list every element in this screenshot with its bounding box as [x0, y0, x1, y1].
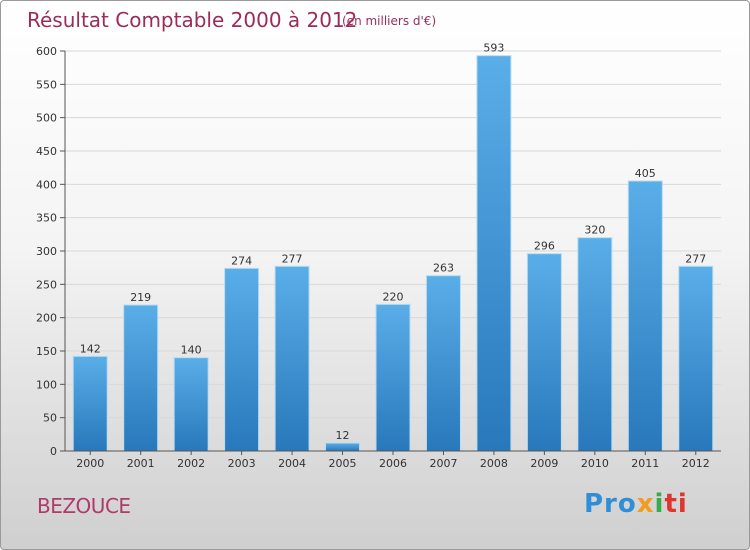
y-axis-ticks: 0 50 100 150 200 250 300 350 400 450 500 550 600	[36, 45, 65, 458]
y-tick-label: 250	[36, 278, 57, 291]
logo-part: Pro	[584, 489, 637, 519]
value-label-2004: 277	[282, 252, 303, 265]
value-label-2009: 296	[534, 240, 555, 253]
x-axis-ticks: 2000 2001 2002 2003 2004 2005 2006 2007 2008 2009…	[76, 451, 710, 470]
bar-2000	[72, 355, 108, 452]
bar-2004	[274, 265, 310, 452]
value-label-2010: 320	[584, 224, 605, 237]
y-tick-label: 550	[36, 78, 57, 91]
bar-2010	[577, 237, 613, 452]
bar-2002	[173, 357, 209, 452]
value-label-2000: 142	[80, 342, 101, 355]
value-label-2005: 12	[336, 429, 350, 442]
x-tick-label-2011: 2011	[631, 457, 659, 470]
chart-subtitle: (en milliers d'€)	[342, 14, 436, 28]
x-tick-label-2008: 2008	[480, 457, 508, 470]
chart-title: Résultat Comptable 2000 à 2012	[27, 8, 357, 32]
value-label-2002: 140	[181, 344, 202, 357]
x-tick-label-2005: 2005	[329, 457, 357, 470]
value-label-2003: 274	[231, 254, 252, 267]
x-tick-label-2010: 2010	[581, 457, 609, 470]
proxiti-logo: Proxiti	[584, 489, 688, 519]
bar-2009	[526, 253, 562, 452]
y-tick-label: 500	[36, 112, 57, 125]
y-tick-label: 350	[36, 212, 57, 225]
y-tick-label: 100	[36, 378, 57, 391]
x-tick-label-2004: 2004	[278, 457, 306, 470]
y-tick-label: 400	[36, 178, 57, 191]
value-label-2007: 263	[433, 262, 454, 275]
bar-2008	[476, 55, 512, 452]
x-tick-label-2009: 2009	[530, 457, 558, 470]
x-tick-label-2007: 2007	[429, 457, 457, 470]
value-label-2011: 405	[635, 167, 656, 180]
y-tick-label: 150	[36, 345, 57, 358]
bar-2012	[678, 265, 714, 452]
bar-2007	[425, 275, 461, 452]
y-tick-label: 450	[36, 145, 57, 158]
value-label-2012: 277	[685, 252, 706, 265]
value-label-2006: 220	[383, 290, 404, 303]
bar-2003	[224, 267, 260, 452]
x-tick-label-2001: 2001	[127, 457, 155, 470]
value-label-2008: 593	[483, 42, 504, 55]
logo-part: i	[654, 489, 665, 519]
logo-part: x	[636, 489, 655, 519]
y-tick-label: 0	[50, 445, 57, 458]
logo-part: ti	[664, 489, 688, 519]
bar-2006	[375, 303, 411, 452]
bars	[72, 55, 714, 452]
value-labels: 142 219 140 274 277 12 220 263 593 296 320 405 277	[80, 42, 707, 442]
x-tick-label-2006: 2006	[379, 457, 407, 470]
y-tick-label: 600	[36, 45, 57, 58]
x-tick-label-2000: 2000	[76, 457, 104, 470]
place-name: BEZOUCE	[37, 494, 131, 518]
bar-2001	[123, 304, 159, 452]
y-tick-label: 200	[36, 312, 57, 325]
bar-2005	[325, 442, 361, 452]
bar-2011	[627, 180, 663, 452]
value-label-2001: 219	[130, 291, 151, 304]
y-tick-label: 300	[36, 245, 57, 258]
x-tick-label-2012: 2012	[682, 457, 710, 470]
x-tick-label-2002: 2002	[177, 457, 205, 470]
x-tick-label-2003: 2003	[228, 457, 256, 470]
y-tick-label: 50	[43, 412, 57, 425]
